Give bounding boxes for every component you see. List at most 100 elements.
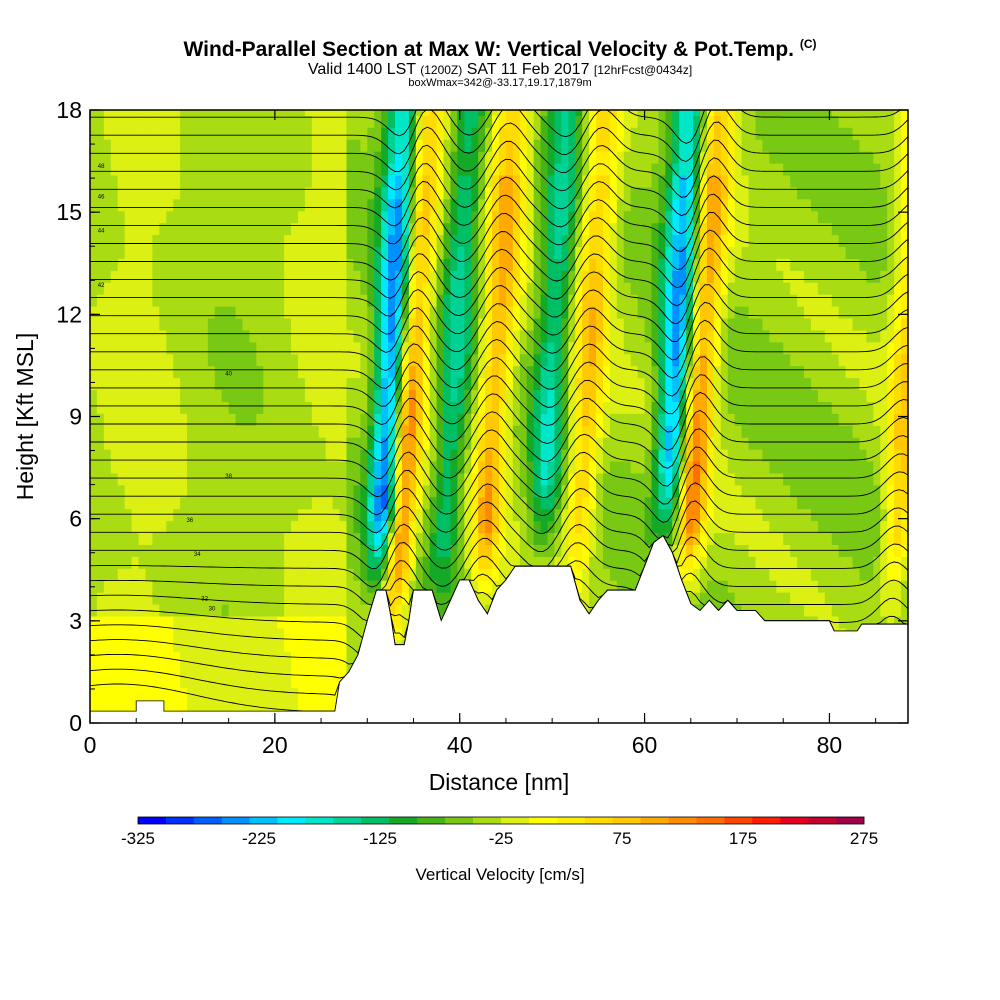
velocity-cell — [297, 436, 306, 450]
velocity-cell — [297, 365, 306, 379]
velocity-cell — [277, 246, 285, 259]
velocity-cell — [422, 401, 431, 414]
velocity-cell — [568, 270, 577, 283]
velocity-cell — [693, 389, 701, 402]
velocity-cell — [242, 234, 251, 248]
velocity-cell — [124, 436, 133, 450]
velocity-cell — [228, 258, 237, 271]
velocity-cell — [193, 448, 202, 462]
velocity-cell — [256, 579, 265, 593]
velocity-cell — [332, 603, 341, 617]
velocity-cell — [471, 508, 479, 522]
velocity-cell — [311, 210, 320, 224]
velocity-cell — [207, 150, 216, 164]
velocity-cell — [124, 699, 133, 712]
velocity-cell — [145, 579, 154, 593]
velocity-cell — [180, 258, 188, 271]
velocity-cell — [159, 234, 168, 248]
velocity-cell — [381, 127, 389, 140]
velocity-cell — [200, 448, 209, 462]
velocity-cell — [318, 150, 327, 164]
velocity-cell — [381, 317, 389, 331]
velocity-cell — [332, 341, 341, 355]
velocity-cell — [346, 401, 355, 414]
velocity-cell — [519, 556, 528, 569]
velocity-cell — [505, 293, 514, 307]
velocity-cell — [304, 305, 313, 319]
velocity-cell — [554, 281, 563, 295]
velocity-cell — [519, 281, 528, 295]
velocity-cell — [478, 293, 486, 307]
velocity-cell — [748, 293, 757, 307]
velocity-cell — [443, 591, 452, 605]
velocity-cell — [575, 353, 583, 367]
velocity-cell — [228, 615, 237, 629]
velocity-cell — [651, 425, 660, 438]
velocity-cell — [748, 389, 757, 402]
velocity-cell — [103, 150, 112, 164]
velocity-cell — [700, 389, 708, 402]
velocity-cell — [616, 174, 625, 188]
velocity-cell — [159, 520, 168, 534]
velocity-cell — [526, 460, 535, 474]
velocity-cell — [492, 186, 500, 200]
velocity-cell — [353, 425, 362, 438]
velocity-cell — [103, 472, 112, 486]
velocity-cell — [568, 138, 577, 152]
velocity-cell — [138, 508, 147, 522]
velocity-cell — [720, 234, 729, 248]
velocity-cell — [346, 425, 355, 438]
velocity-cell — [353, 496, 362, 510]
velocity-cell — [644, 222, 653, 236]
velocity-cell — [173, 699, 181, 712]
velocity-cell — [422, 162, 431, 176]
velocity-cell — [623, 520, 632, 534]
velocity-cell — [200, 281, 209, 295]
velocity-cell — [103, 568, 112, 581]
velocity-cell — [297, 508, 306, 522]
velocity-cell — [131, 270, 140, 283]
velocity-cell — [131, 556, 140, 569]
velocity-cell — [325, 186, 334, 200]
velocity-cell — [200, 687, 209, 700]
velocity-cell — [131, 186, 140, 200]
velocity-cell — [540, 281, 549, 295]
velocity-cell — [589, 365, 597, 379]
velocity-cell — [734, 162, 743, 176]
velocity-cell — [138, 127, 147, 140]
velocity-cell — [145, 293, 154, 307]
velocity-cell — [110, 639, 119, 653]
velocity-cell — [401, 484, 410, 498]
velocity-cell — [304, 568, 313, 581]
velocity-cell — [395, 110, 403, 116]
velocity-cell — [124, 234, 133, 248]
velocity-cell — [353, 317, 362, 331]
velocity-cell — [512, 317, 521, 331]
velocity-cell — [367, 496, 376, 510]
velocity-cell — [291, 222, 299, 236]
velocity-cell — [145, 317, 154, 331]
velocity-cell — [443, 484, 452, 498]
velocity-cell — [540, 377, 549, 391]
velocity-cell — [214, 305, 223, 319]
velocity-cell — [131, 162, 140, 176]
velocity-cell — [485, 317, 493, 331]
velocity-cell — [492, 198, 500, 212]
velocity-cell — [228, 401, 237, 414]
velocity-cell — [270, 591, 278, 605]
velocity-cell — [200, 162, 209, 176]
velocity-cell — [138, 210, 147, 224]
velocity-cell — [512, 281, 521, 295]
velocity-cell — [651, 496, 660, 510]
velocity-cell — [103, 508, 112, 522]
velocity-cell — [367, 270, 376, 283]
velocity-cell — [568, 293, 577, 307]
velocity-cell — [360, 258, 369, 271]
velocity-cell — [214, 615, 223, 629]
velocity-cell — [381, 508, 389, 522]
velocity-cell — [249, 162, 258, 176]
velocity-cell — [616, 508, 625, 522]
velocity-cell — [325, 675, 334, 689]
velocity-cell — [540, 138, 549, 152]
velocity-cell — [713, 460, 722, 474]
